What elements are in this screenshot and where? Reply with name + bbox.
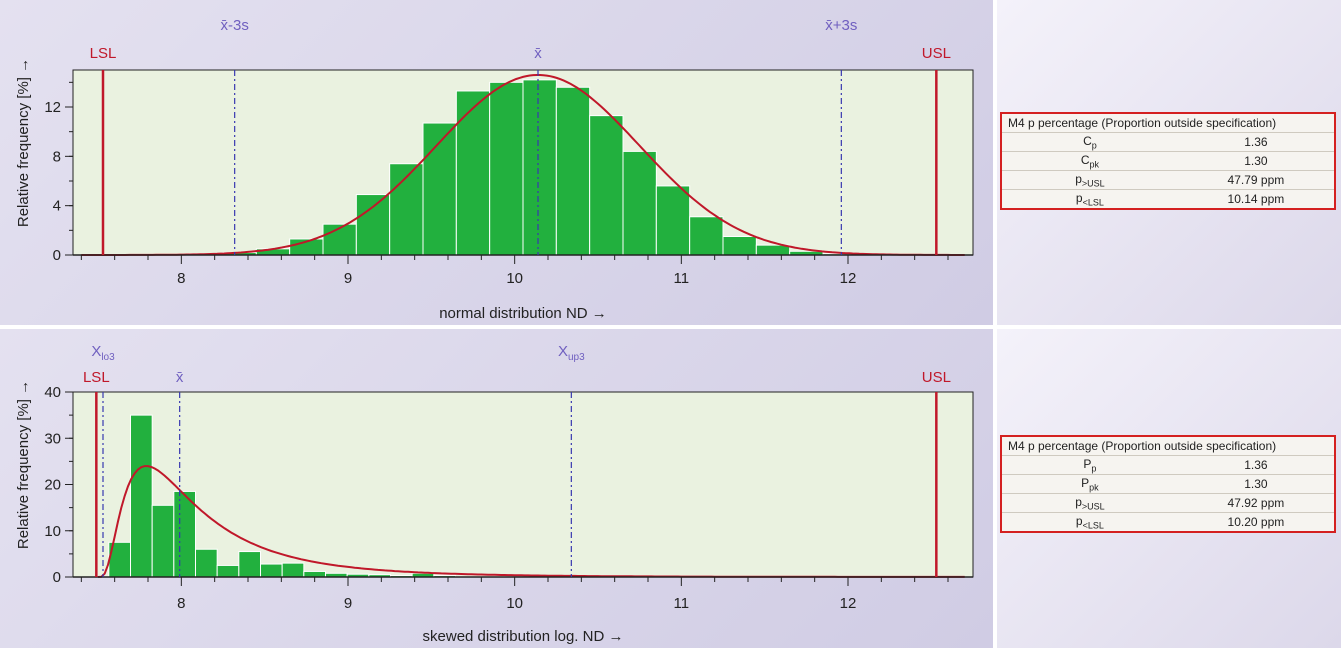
x-tick-label: 10 [506,270,523,287]
histogram-bar [655,185,691,256]
spec-limit-label: USL [922,369,951,386]
statistic-label: x̄-3s [220,17,248,34]
table-row: p<LSL 10.14 ppm [1001,189,1335,209]
stat-value: 1.36 [1177,132,1335,152]
histogram-bar [555,86,591,256]
stat-label: p>USL [1001,170,1178,190]
x-axis-label: normal distribution ND → [439,305,607,322]
y-tick-label: 4 [53,198,61,215]
table-header-row: M4 p percentage (Proportion outside spec… [1001,113,1335,133]
x-tick-label: 8 [177,270,185,287]
y-tick-label: 30 [44,430,61,447]
table-row: Cpk 1.30 [1001,151,1335,171]
table-row: p>USL 47.79 ppm [1001,170,1335,190]
normal-distribution-chart: LSL USL x̄-3s x̄ x̄+3s 8 9 10 11 12 0 4 8 12 normal di… [15,17,974,322]
stat-label: Ppk [1001,474,1178,494]
stat-value: 47.79 ppm [1177,170,1335,190]
stat-value: 1.30 [1177,474,1335,494]
spec-limit-label: USL [922,45,951,62]
histogram-bar [216,564,240,578]
statistic-label: Xlo3 [91,343,115,363]
histogram-bar [238,551,261,578]
density-curve [81,74,965,256]
stat-value: 10.20 ppm [1177,512,1335,532]
histogram-bar [689,216,724,256]
table-row: Ppk 1.30 [1001,474,1335,494]
histogram-bar [355,194,391,256]
table-header-row: M4 p percentage (Proportion outside spec… [1001,436,1335,456]
y-axis-label: Relative frequency [%] → [15,58,32,227]
y-tick-label: 8 [53,148,61,165]
x-tick-label: 11 [674,270,690,287]
histogram-bar [303,570,327,578]
x-tick-label: 11 [674,595,690,612]
stat-value: 47.92 ppm [1177,493,1335,513]
table-row: Pp 1.36 [1001,455,1335,475]
spec-limit-label: LSL [90,45,117,62]
statistic-label: x̄ [176,369,184,386]
table-header: M4 p percentage (Proportion outside spec… [1008,439,1277,453]
histogram-bar [195,548,218,578]
stat-label: Pp [1001,455,1178,475]
table-row: Cp 1.36 [1001,132,1335,152]
stat-label: p<LSL [1001,512,1178,532]
histogram-bar [589,115,624,256]
histogram-bar [489,81,524,256]
statistic-label: x̄+3s [825,17,857,34]
skewed-distribution-chart: LSL USL Xlo3 x̄ Xup3 8 9 10 11 12 0 10 20 30 40 skewed … [15,343,974,645]
stat-value: 1.30 [1177,151,1335,171]
histogram-bar [151,504,175,578]
histogram-bar [130,414,153,578]
capability-table-skewed: M4 p percentage (Proportion outside spec… [1000,435,1336,533]
histogram-bar [622,150,657,256]
x-axis-label: skewed distribution log. ND → [423,628,624,645]
stat-value: 1.36 [1177,455,1335,475]
x-tick-label: 8 [177,595,185,612]
y-tick-label: 0 [53,569,61,586]
x-tick-label: 12 [840,595,857,612]
x-tick-label: 12 [840,270,857,287]
histogram-bar [722,236,757,256]
y-tick-label: 20 [44,477,61,494]
x-tick-label: 10 [506,595,523,612]
spec-limit-label: LSL [83,369,110,386]
y-tick-label: 40 [44,384,61,401]
histogram-bar [260,563,283,578]
histogram-bar [455,90,491,256]
stat-label: p>USL [1001,493,1178,513]
table-header: M4 p percentage (Proportion outside spec… [1008,116,1277,130]
stat-value: 10.14 ppm [1177,189,1335,209]
statistic-label: Xup3 [558,343,585,363]
stat-label: p<LSL [1001,189,1178,209]
y-tick-label: 12 [44,99,61,116]
stat-label: Cp [1001,132,1178,152]
x-tick-label: 9 [344,270,352,287]
plot-area [72,391,974,578]
histogram-bar [522,79,557,256]
capability-table-normal: M4 p percentage (Proportion outside spec… [1000,112,1336,210]
y-axis-label: Relative frequency [%] → [15,380,32,549]
y-tick-label: 0 [53,247,61,264]
x-tick-label: 9 [344,595,352,612]
histogram-bar [755,244,791,256]
y-tick-label: 10 [44,523,61,540]
histogram-bar [281,562,305,578]
table-row: p>USL 47.92 ppm [1001,493,1335,513]
histogram-bar [389,163,424,256]
statistic-label: x̄ [534,45,542,62]
histogram-bar [322,223,357,256]
table-row: p<LSL 10.20 ppm [1001,512,1335,532]
histogram-bar [173,490,196,578]
stat-label: Cpk [1001,151,1178,171]
